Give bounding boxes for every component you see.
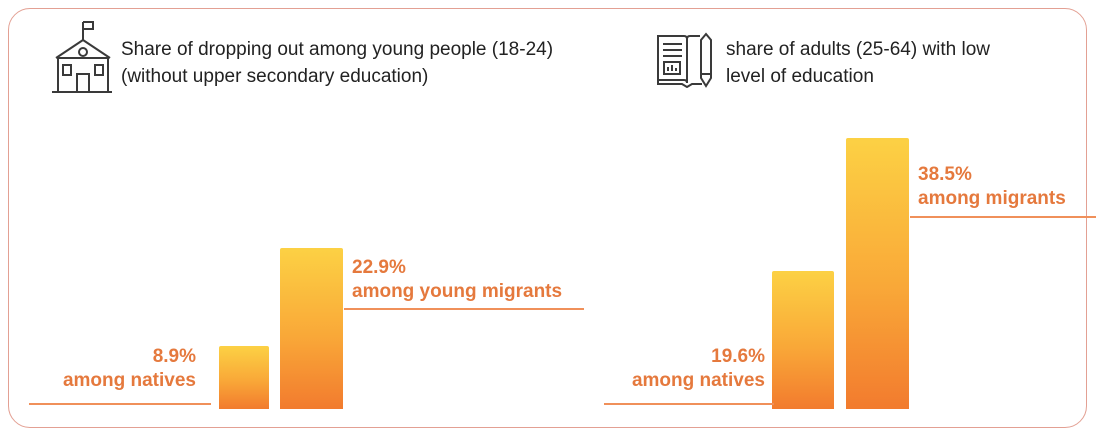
book-icon [657, 32, 712, 88]
value-label-education-natives: 19.6% among natives [600, 345, 765, 393]
value-text: 22.9% [352, 257, 406, 278]
bar-dropout-natives [219, 346, 269, 409]
value-label-dropout-migrants: 22.9% among young migrants [352, 256, 562, 304]
panel-title-low-education: share of adults (25-64) with low level o… [726, 39, 991, 87]
leader-line-education-migrants [910, 216, 1096, 218]
bar-education-migrants [846, 137, 909, 409]
school-building-icon [52, 21, 112, 93]
bar-education-natives [772, 270, 834, 409]
bar-dropout-migrants [280, 247, 343, 409]
value-label-dropout-natives: 8.9% among natives [20, 345, 196, 393]
leader-line-education-natives [604, 403, 774, 405]
value-label-education-migrants: 38.5% among migrants [918, 163, 1066, 211]
category-text: among natives [631, 370, 765, 391]
leader-line-dropout-migrants [344, 308, 584, 310]
value-text: 8.9% [152, 346, 196, 367]
value-text: 38.5% [918, 164, 972, 185]
category-text: among young migrants [352, 281, 563, 302]
value-text: 19.6% [711, 346, 765, 367]
leader-line-dropout-natives [29, 403, 211, 405]
panel-title-dropout: Share of dropping out among young people… [121, 39, 554, 87]
category-text: among natives [62, 370, 196, 391]
category-text: among migrants [918, 188, 1066, 209]
